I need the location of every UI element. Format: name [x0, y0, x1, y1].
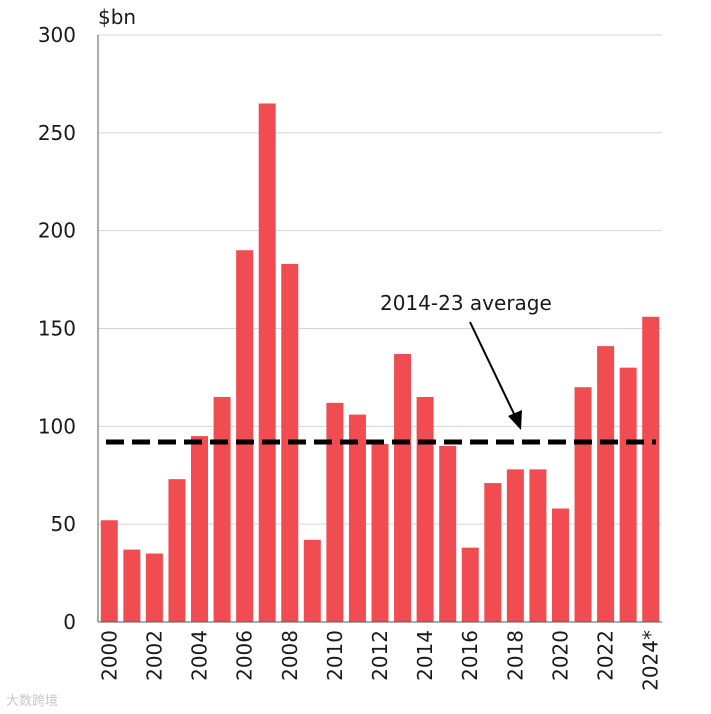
- y-tick-label-300: 300: [38, 23, 76, 47]
- bar-2005: [213, 396, 231, 622]
- y-tick-label-200: 200: [38, 219, 76, 243]
- x-tick-label-2006: 2006: [233, 630, 257, 681]
- bar-2002: [145, 553, 163, 622]
- bar-2011: [348, 414, 366, 622]
- x-tick-label-2002: 2002: [142, 630, 166, 681]
- bar-2016: [461, 547, 479, 622]
- bar-2019: [529, 469, 547, 622]
- bar-2010: [326, 402, 344, 622]
- bar-2001: [123, 549, 141, 622]
- x-tick-label-2024: 2024*: [639, 630, 663, 691]
- x-tick-label-2016: 2016: [458, 630, 482, 681]
- y-axis-ticks: 0 50 100 150 200 250 300: [38, 23, 76, 634]
- bar-2004: [191, 436, 209, 622]
- bar-2000: [100, 520, 118, 622]
- bar-2018: [506, 469, 524, 622]
- y-tick-label-150: 150: [38, 317, 76, 341]
- x-tick-label-2010: 2010: [323, 630, 347, 681]
- x-tick-label-2014: 2014: [413, 630, 437, 681]
- average-arrowhead: [508, 410, 522, 430]
- x-tick-label-2008: 2008: [278, 630, 302, 681]
- bars: [100, 103, 660, 622]
- bar-2021: [574, 387, 592, 622]
- y-axis-unit-label: $bn: [98, 5, 136, 29]
- bar-2014: [416, 396, 434, 622]
- average-label: 2014-23 average: [380, 291, 552, 315]
- y-tick-label-100: 100: [38, 414, 76, 438]
- bar-2017: [484, 483, 502, 622]
- bar-2003: [168, 479, 186, 622]
- bar-2023: [619, 367, 637, 622]
- bar-2009: [303, 539, 321, 622]
- bar-2007: [258, 103, 276, 622]
- x-tick-label-2018: 2018: [503, 630, 527, 681]
- bar-2020: [551, 508, 569, 622]
- watermark: 大数跨境: [6, 694, 59, 709]
- x-tick-label-2012: 2012: [368, 630, 392, 681]
- bar-2012: [371, 443, 389, 622]
- bar-2006: [236, 250, 254, 622]
- average-arrow: [469, 321, 517, 419]
- x-tick-label-2022: 2022: [594, 630, 618, 681]
- bar-2013: [394, 353, 412, 622]
- bar-2022: [597, 346, 615, 622]
- bar-2015: [439, 445, 457, 622]
- y-tick-label-0: 0: [63, 610, 76, 634]
- y-tick-label-250: 250: [38, 121, 76, 145]
- y-tick-label-50: 50: [51, 512, 76, 536]
- x-axis-ticks: 2000 2002 2004 2006 2008 2010 2012 2014 2016 2018…: [97, 630, 662, 691]
- x-tick-label-2004: 2004: [188, 630, 212, 681]
- x-tick-label-2000: 2000: [97, 630, 121, 681]
- x-tick-label-2020: 2020: [548, 630, 572, 681]
- bar-2024: [642, 316, 660, 622]
